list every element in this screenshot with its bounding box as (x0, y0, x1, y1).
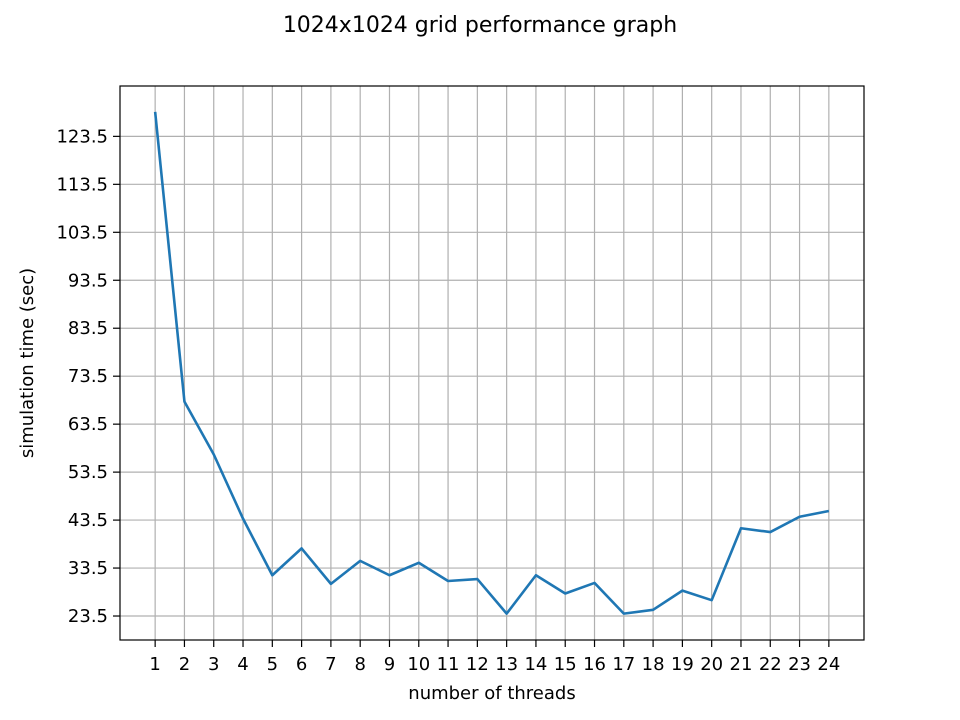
x-tick-label: 14 (524, 654, 547, 675)
y-axis-label: simulation time (sec) (17, 268, 38, 458)
series-layer (153, 111, 830, 615)
y-tick-label: 113.5 (56, 174, 108, 195)
y-tick-label: 73.5 (68, 366, 108, 387)
x-tick-label: 18 (642, 654, 665, 675)
x-tick-label: 12 (466, 654, 489, 675)
y-tick-label: 103.5 (56, 222, 108, 243)
x-tick-label: 10 (407, 654, 430, 675)
x-tick-label: 9 (384, 654, 395, 675)
y-tick-label: 53.5 (68, 462, 108, 483)
x-tick-label: 23 (788, 654, 811, 675)
x-tick-label: 7 (325, 654, 336, 675)
chart-title: 1024x1024 grid performance graph (283, 13, 677, 38)
y-axis-ticks: 23.5 33.5 43.5 53.5 63.5 73.5 83.5 93.5 103.5 113… (56, 126, 120, 627)
x-tick-label: 6 (296, 654, 307, 675)
x-tick-label: 16 (583, 654, 606, 675)
x-tick-label: 8 (354, 654, 365, 675)
x-tick-label: 17 (612, 654, 635, 675)
x-axis-label: number of threads (408, 683, 575, 704)
x-tick-label: 11 (437, 654, 460, 675)
x-tick-label: 13 (495, 654, 518, 675)
series-line (153, 111, 830, 615)
grid-lines (120, 86, 864, 640)
x-axis-ticks: 1 2 3 4 5 6 7 8 9 10 11 12 13 14 15 16 17 18 19 20 21 22 23 24 (149, 640, 840, 675)
x-tick-label: 19 (671, 654, 694, 675)
x-tick-label: 22 (759, 654, 782, 675)
x-tick-label: 24 (817, 654, 840, 675)
x-tick-label: 5 (267, 654, 278, 675)
x-tick-label: 20 (700, 654, 723, 675)
x-tick-label: 1 (149, 654, 160, 675)
y-tick-label: 123.5 (56, 126, 108, 147)
x-tick-label: 21 (730, 654, 753, 675)
x-tick-label: 15 (554, 654, 577, 675)
y-tick-label: 43.5 (68, 510, 108, 531)
y-tick-label: 93.5 (68, 270, 108, 291)
y-tick-label: 23.5 (68, 606, 108, 627)
x-tick-label: 2 (179, 654, 190, 675)
y-tick-label: 63.5 (68, 414, 108, 435)
x-tick-label: 4 (237, 654, 248, 675)
y-tick-label: 83.5 (68, 318, 108, 339)
y-tick-label: 33.5 (68, 558, 108, 579)
x-tick-label: 3 (208, 654, 219, 675)
plot-area-frame (119, 85, 865, 641)
